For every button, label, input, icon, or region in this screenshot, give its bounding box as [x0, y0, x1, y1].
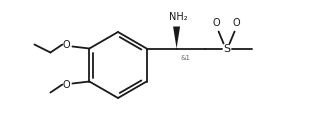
Polygon shape: [173, 26, 180, 48]
Text: O: O: [63, 79, 70, 89]
Text: O: O: [213, 18, 220, 28]
Text: O: O: [63, 39, 70, 49]
Text: &1: &1: [181, 55, 190, 61]
Text: S: S: [223, 44, 230, 54]
Text: NH₂: NH₂: [169, 12, 188, 22]
Text: O: O: [233, 18, 241, 28]
